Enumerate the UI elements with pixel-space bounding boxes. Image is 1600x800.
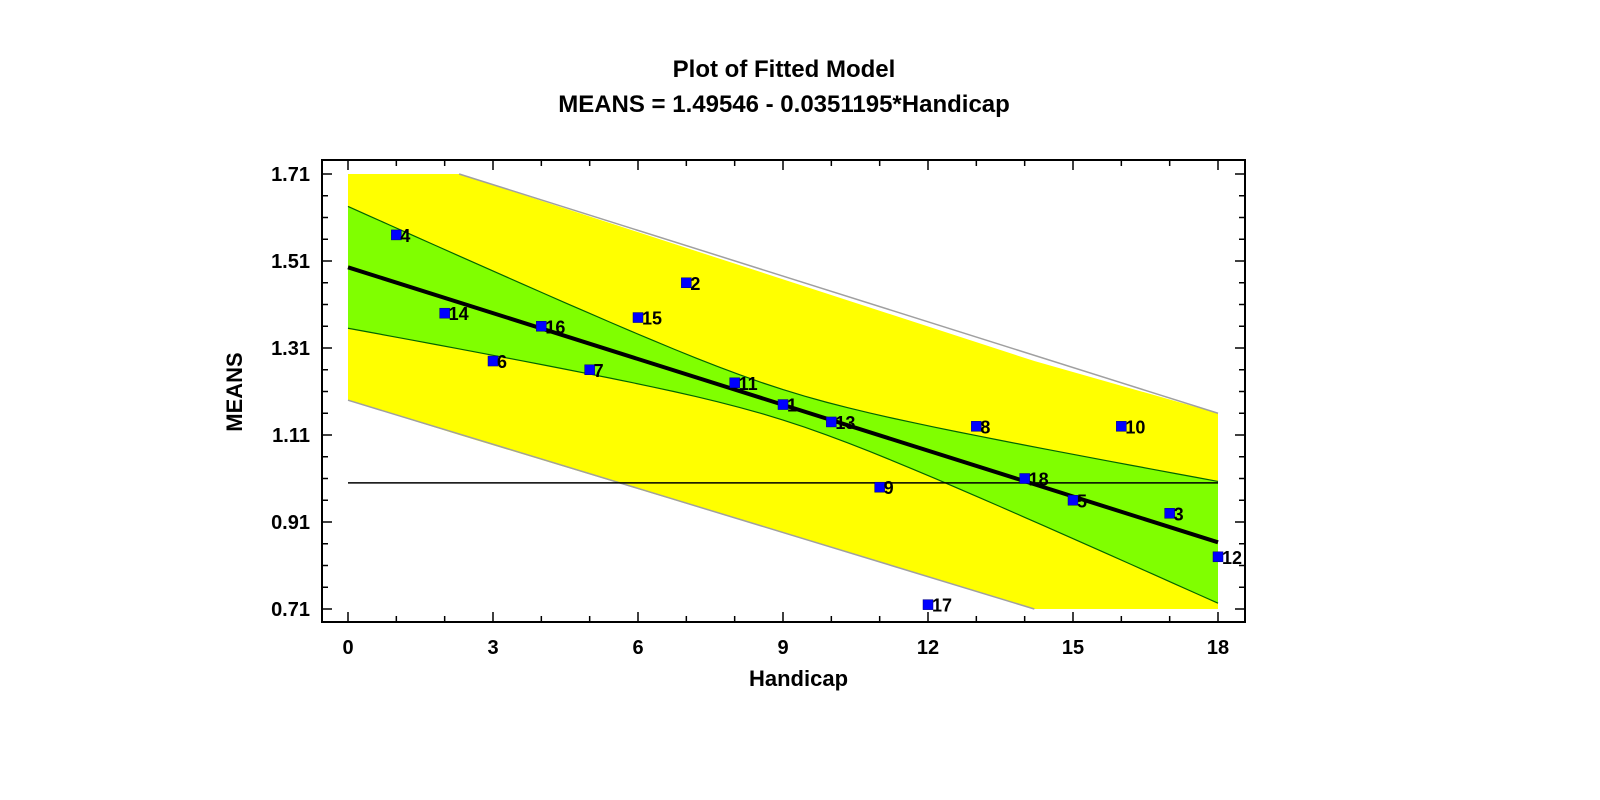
chart-subtitle: MEANS = 1.49546 - 0.0351195*Handicap xyxy=(558,91,1010,118)
confidence-upper-edge xyxy=(347,205,1219,483)
data-point-label-2: 2 xyxy=(690,274,700,294)
x-tick-label: 18 xyxy=(1207,637,1229,659)
data-point-11 xyxy=(729,377,740,389)
y-tick-label: 0.91 xyxy=(271,512,310,534)
data-point-4 xyxy=(391,229,402,241)
data-point-label-8: 8 xyxy=(980,417,990,437)
y-axis-title: MEANS xyxy=(222,352,247,431)
y-tick-label: 0.71 xyxy=(271,599,310,621)
data-point-1 xyxy=(777,399,789,410)
data-point-7 xyxy=(584,364,595,375)
x-tick-label: 3 xyxy=(487,637,498,659)
data-point-14 xyxy=(439,307,450,319)
data-point-10 xyxy=(1116,421,1127,432)
data-point-label-10: 10 xyxy=(1125,417,1145,437)
data-point-label-7: 7 xyxy=(594,361,604,381)
data-point-2 xyxy=(681,277,692,288)
data-point-8 xyxy=(971,421,982,432)
prediction-lower-edge xyxy=(347,399,1035,610)
y-tick-label: 1.51 xyxy=(271,251,310,273)
x-tick-label: 0 xyxy=(342,637,353,659)
data-point-label-12: 12 xyxy=(1222,548,1242,568)
data-point-15 xyxy=(632,312,644,323)
y-tick-label: 1.71 xyxy=(271,164,310,186)
data-point-5 xyxy=(1067,495,1079,506)
data-point-label-16: 16 xyxy=(545,317,565,337)
data-point-label-15: 15 xyxy=(642,309,662,329)
chart-title: Plot of Fitted Model xyxy=(672,56,896,83)
data-point-label-9: 9 xyxy=(884,478,894,498)
x-tick-label: 15 xyxy=(1062,637,1084,659)
data-point-17 xyxy=(922,599,934,610)
data-point-16 xyxy=(536,321,547,332)
data-point-label-4: 4 xyxy=(400,226,410,246)
x-tick-label: 12 xyxy=(917,637,939,659)
data-point-label-14: 14 xyxy=(449,304,469,324)
data-point-label-6: 6 xyxy=(497,352,507,372)
data-point-label-17: 17 xyxy=(932,596,952,616)
axes-layer: 0 3 6 9 12 15 180.710.911.111.311.511.71Handic… xyxy=(222,159,1246,691)
data-point-label-18: 18 xyxy=(1029,470,1049,490)
prediction-upper-edge xyxy=(458,173,1219,414)
data-point-3 xyxy=(1164,508,1175,519)
x-tick-label: 6 xyxy=(632,637,643,659)
data-point-label-1: 1 xyxy=(787,396,797,416)
y-tick-label: 1.31 xyxy=(271,338,310,360)
data-point-label-13: 13 xyxy=(835,413,855,433)
y-tick-label: 1.11 xyxy=(272,425,310,447)
data-point-label-3: 3 xyxy=(1174,504,1184,524)
data-point-6 xyxy=(487,355,499,367)
bands-layer xyxy=(347,173,1219,610)
data-point-18 xyxy=(1019,473,1030,484)
data-point-12 xyxy=(1212,551,1224,563)
data-point-label-5: 5 xyxy=(1077,491,1087,511)
data-point-label-11: 11 xyxy=(739,374,758,394)
confidence-lower-edge xyxy=(347,327,1219,604)
x-axis-title: Handicap xyxy=(749,666,848,691)
data-point-13 xyxy=(826,416,837,428)
data-point-9 xyxy=(874,481,885,493)
x-tick-label: 9 xyxy=(777,637,788,659)
